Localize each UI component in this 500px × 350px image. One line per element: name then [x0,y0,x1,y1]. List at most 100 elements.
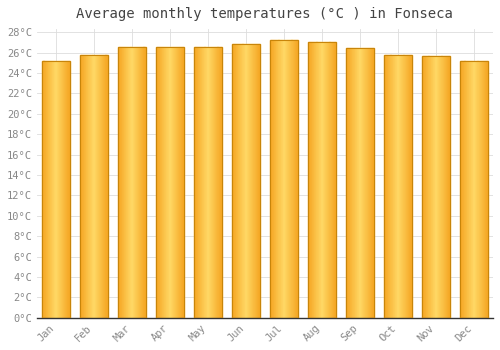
Bar [390,55,391,318]
Bar [365,48,366,318]
Bar [121,48,122,318]
Bar [84,55,85,318]
Bar [308,42,309,318]
Bar [464,61,465,318]
Bar [314,42,315,318]
Bar [386,55,387,318]
Bar [349,48,350,318]
Bar [276,40,277,318]
Bar [174,48,176,318]
Bar [406,55,407,318]
Bar [140,48,141,318]
Bar [294,40,295,318]
Bar [59,61,60,318]
Bar [119,48,120,318]
Bar [291,40,292,318]
Bar [434,56,436,318]
Bar [468,61,469,318]
Bar [202,48,203,318]
Bar [51,61,52,318]
Bar [443,56,444,318]
Bar [320,42,322,318]
Bar [199,48,200,318]
Bar [118,48,146,318]
Bar [239,44,240,318]
Bar [194,48,222,318]
Bar [83,55,84,318]
Bar [316,42,317,318]
Bar [270,40,271,318]
Bar [49,61,50,318]
Bar [64,61,65,318]
Bar [118,48,119,318]
Bar [124,48,125,318]
Bar [326,42,327,318]
Bar [180,48,181,318]
Bar [181,48,182,318]
Bar [422,56,423,318]
Bar [484,61,485,318]
Bar [144,48,145,318]
Bar [476,61,477,318]
Bar [480,61,481,318]
Bar [182,48,183,318]
Bar [98,55,100,318]
Bar [429,56,430,318]
Bar [82,55,83,318]
Bar [212,48,214,318]
Bar [474,61,476,318]
Bar [66,61,67,318]
Bar [238,44,239,318]
Bar [369,48,370,318]
Bar [347,48,348,318]
Bar [55,61,56,318]
Bar [253,44,254,318]
Bar [423,56,424,318]
Bar [352,48,353,318]
Bar [166,48,167,318]
Bar [329,42,330,318]
Bar [102,55,104,318]
Bar [354,48,355,318]
Bar [258,44,259,318]
Bar [252,44,253,318]
Bar [486,61,487,318]
Bar [64,61,66,318]
Bar [278,40,279,318]
Bar [404,55,405,318]
Bar [248,44,250,318]
Bar [161,48,162,318]
Bar [221,48,222,318]
Bar [442,56,443,318]
Bar [288,40,290,318]
Bar [218,48,219,318]
Bar [465,61,466,318]
Bar [234,44,235,318]
Bar [394,55,396,318]
Bar [460,61,461,318]
Bar [160,48,161,318]
Bar [439,56,440,318]
Bar [56,61,57,318]
Bar [100,55,102,318]
Bar [355,48,356,318]
Bar [309,42,310,318]
Bar [68,61,69,318]
Bar [232,44,233,318]
Bar [384,55,385,318]
Bar [90,55,91,318]
Bar [466,61,467,318]
Bar [208,48,210,318]
Bar [281,40,282,318]
Bar [245,44,246,318]
Bar [87,55,88,318]
Bar [370,48,371,318]
Bar [196,48,197,318]
Bar [243,44,244,318]
Bar [133,48,134,318]
Bar [54,61,55,318]
Bar [250,44,252,318]
Bar [367,48,368,318]
Bar [45,61,46,318]
Bar [236,44,237,318]
